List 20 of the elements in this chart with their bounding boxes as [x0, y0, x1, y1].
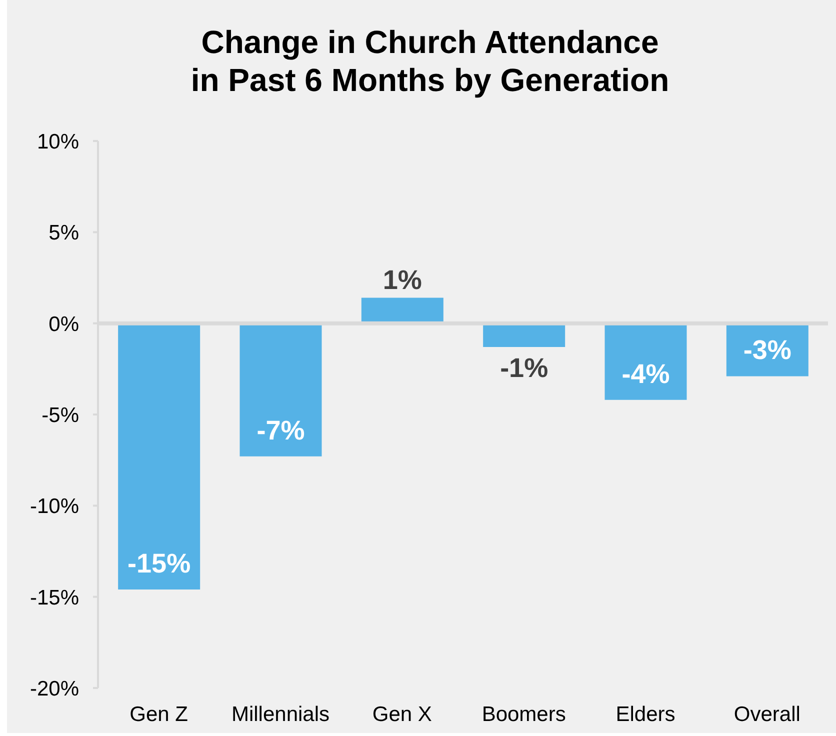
x-tick-label: Gen X: [372, 702, 432, 726]
data-label: -15%: [128, 548, 191, 579]
data-label: -7%: [256, 415, 305, 446]
y-tick-label: 10%: [36, 130, 79, 154]
chart-title: Change in Church Attendance in Past 6 Months by Generation: [190, 23, 670, 99]
x-tick-label: Millennials: [231, 702, 330, 726]
y-tick-label: -5%: [42, 404, 79, 427]
data-label: 1%: [382, 264, 422, 295]
y-tick-label: -10%: [30, 495, 79, 518]
x-tick-label: Boomers: [482, 702, 566, 726]
y-tick-label: -20%: [30, 677, 79, 700]
x-tick-label: Overall: [734, 702, 800, 726]
data-label: -3%: [743, 335, 792, 366]
data-label: -4%: [622, 358, 670, 389]
y-tick-label: 0%: [48, 312, 79, 336]
y-tick-label: 5%: [48, 222, 79, 245]
x-tick-label: Elders: [616, 702, 676, 726]
x-tick-label: Gen Z: [130, 702, 188, 726]
y-tick-label: -15%: [30, 586, 79, 610]
data-label: -1%: [500, 353, 548, 384]
